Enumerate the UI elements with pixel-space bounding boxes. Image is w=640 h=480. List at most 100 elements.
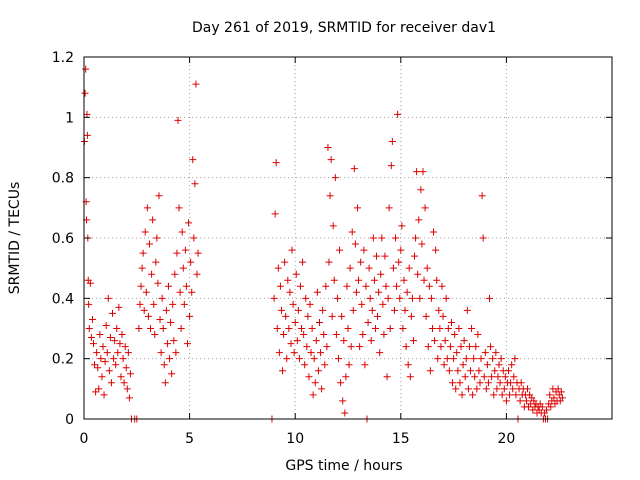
data-point <box>378 234 386 242</box>
data-point <box>126 370 134 378</box>
data-point <box>181 246 189 254</box>
data-point <box>276 282 284 290</box>
data-point <box>407 312 415 320</box>
data-point <box>321 361 329 369</box>
data-point <box>328 312 336 320</box>
data-point <box>436 325 444 332</box>
data-point <box>137 282 145 290</box>
data-point <box>123 385 131 393</box>
data-point <box>97 355 105 363</box>
data-point <box>189 156 197 164</box>
data-point <box>309 391 317 399</box>
data-point <box>500 385 508 393</box>
data-point <box>355 276 363 284</box>
data-point <box>512 391 520 399</box>
data-point <box>356 343 364 351</box>
data-point <box>420 276 428 284</box>
data-point <box>320 331 328 339</box>
data-point <box>342 373 350 381</box>
data-point <box>381 252 389 260</box>
data-point <box>144 312 152 320</box>
data-point <box>307 349 315 357</box>
data-point <box>397 246 405 254</box>
data-point <box>431 337 439 345</box>
data-point <box>102 321 110 329</box>
data-point <box>339 397 347 405</box>
data-point <box>299 258 307 266</box>
data-point <box>151 331 159 339</box>
data-point <box>95 385 103 393</box>
data-point <box>111 337 119 345</box>
data-point <box>83 110 91 118</box>
data-point <box>285 325 293 332</box>
data-point <box>405 264 413 272</box>
data-point <box>82 65 90 73</box>
data-point <box>348 228 356 236</box>
data-point <box>345 361 353 369</box>
data-point <box>456 379 464 387</box>
data-point <box>191 180 199 188</box>
data-point <box>385 204 393 212</box>
data-point <box>364 318 372 326</box>
data-point <box>361 361 369 369</box>
x-tick-label: 20 <box>497 431 515 447</box>
data-point <box>507 379 515 387</box>
data-point <box>398 222 406 230</box>
data-point <box>354 204 362 212</box>
data-point <box>105 367 113 375</box>
data-point <box>382 282 390 290</box>
data-point <box>160 361 168 369</box>
data-point <box>107 379 115 387</box>
data-point <box>183 340 191 348</box>
data-point <box>478 192 486 200</box>
data-point <box>497 355 505 363</box>
data-point <box>145 240 153 248</box>
data-point <box>119 355 127 363</box>
data-point <box>460 337 468 345</box>
data-point <box>122 364 130 372</box>
data-point <box>477 355 485 363</box>
data-point <box>286 288 294 296</box>
data-point <box>359 331 367 339</box>
data-point <box>81 89 89 97</box>
data-point <box>152 258 160 266</box>
data-point <box>424 343 432 351</box>
data-point <box>435 306 443 314</box>
data-point <box>293 337 301 345</box>
data-points <box>80 65 566 423</box>
data-point <box>473 385 481 393</box>
data-point <box>334 355 342 363</box>
data-point <box>164 282 172 290</box>
x-tick-label: 5 <box>185 431 194 447</box>
data-point <box>471 373 479 381</box>
data-point <box>333 294 341 302</box>
data-point <box>543 406 551 414</box>
data-point <box>313 288 321 296</box>
data-point <box>139 249 147 257</box>
data-point <box>368 306 376 314</box>
data-point <box>190 234 198 242</box>
data-point <box>459 361 467 369</box>
data-point <box>295 355 303 363</box>
data-point <box>87 334 95 342</box>
data-point <box>423 264 431 272</box>
data-point <box>277 306 285 314</box>
data-point <box>156 315 164 323</box>
data-point <box>400 276 408 284</box>
data-point <box>550 394 558 402</box>
data-point <box>188 288 196 296</box>
data-point <box>314 367 322 375</box>
data-point <box>344 325 352 332</box>
data-point <box>439 312 447 320</box>
data-point <box>302 294 310 302</box>
data-point <box>317 349 325 357</box>
y-tick-label: 0.8 <box>52 171 74 187</box>
data-point <box>505 367 513 375</box>
data-point <box>308 325 316 332</box>
data-point <box>524 385 532 393</box>
data-point <box>178 228 186 236</box>
data-point <box>351 240 359 248</box>
data-point <box>296 282 304 290</box>
data-point <box>408 294 416 302</box>
data-point <box>120 379 128 387</box>
